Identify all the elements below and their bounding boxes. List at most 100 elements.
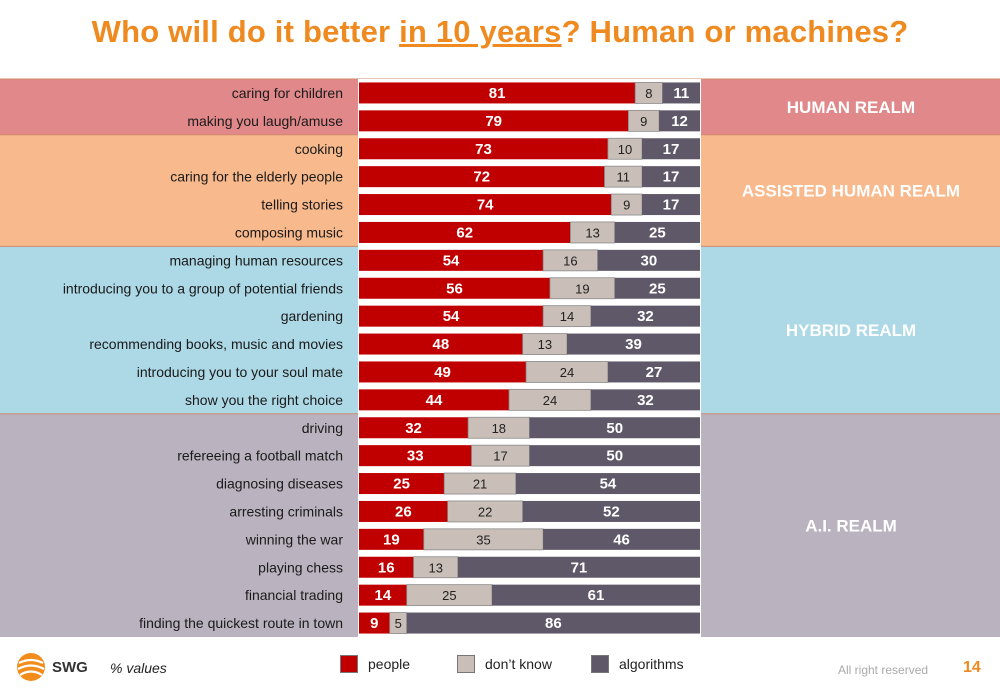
- category-label: composing music: [235, 224, 343, 240]
- data-label-people: 25: [393, 476, 410, 493]
- category-label: finding the quickest route in town: [139, 615, 343, 631]
- legend-swatch-people: [340, 655, 358, 673]
- bar-algorithms: [515, 473, 700, 495]
- bar-people: [359, 277, 550, 299]
- data-label-algorithms: 25: [649, 280, 666, 297]
- group-label-hybrid-realm: HYBRID REALM: [786, 321, 916, 340]
- bar-people: [359, 584, 407, 606]
- data-label-people: 44: [426, 392, 443, 409]
- category-label: caring for children: [232, 85, 343, 101]
- data-label-people: 9: [370, 615, 378, 632]
- category-label: making you laugh/amuse: [187, 113, 343, 129]
- bar-people: [359, 82, 636, 104]
- data-label-algorithms: 27: [646, 364, 663, 381]
- data-label-algorithms: 50: [606, 420, 623, 437]
- data-label-people: 14: [375, 587, 392, 604]
- category-label: introducing you to your soul mate: [137, 364, 343, 380]
- category-label: arresting criminals: [229, 503, 343, 519]
- data-label-algorithms: 61: [588, 587, 605, 604]
- data-label-algorithms: 52: [603, 503, 620, 520]
- bar-algorithms: [590, 305, 700, 327]
- data-label-don-t-know: 24: [560, 365, 574, 380]
- data-label-don-t-know: 16: [563, 253, 577, 268]
- bar-people: [359, 445, 472, 467]
- data-label-people: 81: [489, 85, 506, 102]
- bar-people: [359, 138, 608, 160]
- stacked-bar-chart: HUMAN REALM ASSISTED HUMAN REALM HYBRID RE…: [0, 78, 1000, 639]
- data-label-don-t-know: 21: [473, 477, 487, 492]
- bar-people: [359, 500, 448, 522]
- legend-label-dont-know: don’t know: [485, 656, 552, 672]
- data-label-algorithms: 39: [625, 336, 642, 353]
- data-label-don-t-know: 9: [640, 114, 647, 129]
- category-label: show you the right choice: [185, 392, 343, 408]
- bar-people: [359, 612, 390, 634]
- bar-algorithms: [529, 417, 700, 439]
- data-label-people: 19: [383, 531, 400, 548]
- data-label-don-t-know: 13: [585, 225, 599, 240]
- bar-algorithms: [522, 500, 700, 522]
- data-label-algorithms: 71: [571, 559, 588, 576]
- plot-area: [358, 79, 701, 639]
- data-label-people: 33: [407, 448, 424, 465]
- group-label-human-realm: HUMAN REALM: [787, 98, 915, 117]
- data-label-people: 79: [485, 113, 502, 130]
- bar-algorithms: [642, 166, 700, 188]
- data-label-algorithms: 54: [600, 476, 617, 493]
- data-label-people: 16: [378, 559, 395, 576]
- data-label-people: 54: [443, 252, 460, 269]
- bar-people: [359, 556, 414, 578]
- bar-people: [359, 194, 612, 216]
- bar-people: [359, 417, 469, 439]
- data-label-don-t-know: 19: [575, 281, 589, 296]
- group-label-assisted-human-realm: ASSISTED HUMAN REALM: [742, 182, 960, 201]
- bar-algorithms: [529, 445, 700, 467]
- legend-swatch-dont-know: [457, 655, 475, 673]
- data-label-people: 56: [446, 280, 463, 297]
- legend-label-algorithms: algorithms: [619, 656, 684, 672]
- unit-note: % values: [110, 660, 167, 676]
- bar-algorithms: [614, 221, 700, 243]
- bar-people: [359, 249, 544, 271]
- data-label-don-t-know: 13: [428, 560, 442, 575]
- data-label-people: 49: [434, 364, 451, 381]
- data-label-people: 54: [443, 308, 460, 325]
- bar-algorithms: [614, 277, 700, 299]
- category-label: introducing you to a group of potential …: [63, 280, 343, 296]
- data-label-algorithms: 11: [673, 85, 689, 102]
- data-label-algorithms: 17: [663, 197, 680, 214]
- category-label: cooking: [295, 141, 343, 157]
- bar-people: [359, 528, 424, 550]
- data-label-algorithms: 30: [641, 252, 658, 269]
- legend-label-people: people: [368, 656, 411, 672]
- data-label-algorithms: 50: [606, 448, 623, 465]
- bar-people: [359, 305, 544, 327]
- bar-people: [359, 110, 629, 132]
- bar-people: [359, 221, 571, 243]
- data-label-don-t-know: 8: [645, 86, 652, 101]
- data-label-people: 74: [477, 197, 494, 214]
- category-label: playing chess: [258, 559, 343, 575]
- category-label: winning the war: [245, 531, 344, 547]
- title-underlined: in 10 years: [399, 14, 562, 49]
- category-label: managing human resources: [169, 252, 343, 268]
- data-label-people: 48: [432, 336, 449, 353]
- data-label-don-t-know: 35: [476, 532, 490, 547]
- rights-text: All right reserved: [838, 663, 929, 677]
- data-label-algorithms: 86: [545, 615, 562, 632]
- category-label: driving: [302, 420, 343, 436]
- data-label-people: 62: [456, 224, 473, 241]
- data-label-algorithms: 17: [663, 141, 680, 158]
- category-label: caring for the elderly people: [170, 169, 343, 185]
- data-label-don-t-know: 22: [478, 504, 492, 519]
- category-label: telling stories: [261, 197, 343, 213]
- bar-algorithms: [457, 556, 700, 578]
- title-prefix: Who will do it better: [91, 14, 400, 49]
- bar-people: [359, 166, 605, 188]
- data-label-don-t-know: 25: [442, 588, 456, 603]
- data-label-don-t-know: 17: [493, 449, 507, 464]
- title-suffix: ? Human or machines?: [561, 14, 909, 49]
- bar-algorithms: [406, 612, 700, 634]
- bar-algorithms: [659, 110, 700, 132]
- data-label-people: 73: [475, 141, 492, 158]
